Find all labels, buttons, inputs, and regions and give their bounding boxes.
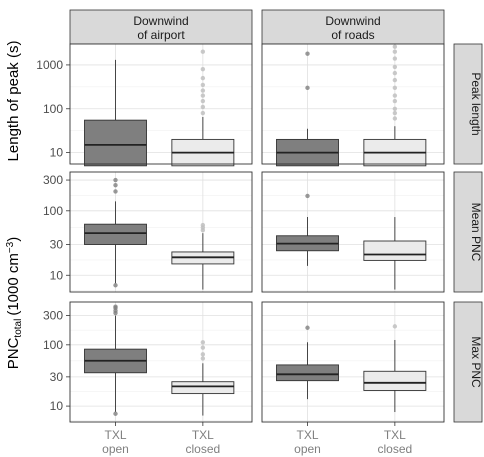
box-2-0-0: [84, 304, 147, 416]
outlier-4: [113, 411, 118, 416]
strip-row-0: [453, 43, 483, 165]
outlier-0: [305, 85, 310, 91]
outlier-3: [200, 93, 206, 98]
ytick-label-2-3: 300: [43, 309, 63, 323]
outlier-3: [113, 283, 118, 288]
xtick-label-1-1: TXL closed: [378, 428, 413, 456]
panel-border-2-1: [261, 301, 445, 423]
outlier-9: [392, 56, 398, 61]
strip-row-2: [453, 301, 483, 423]
outlier-1: [392, 110, 398, 116]
outlier-0: [392, 116, 398, 121]
outlier-3: [200, 340, 206, 345]
outlier-2: [200, 98, 206, 104]
box-0-1-0: [276, 51, 339, 167]
strip-col-1: [261, 9, 445, 45]
outlier-3: [392, 98, 398, 104]
xtick-label-0-1: TXL closed: [186, 428, 221, 456]
box-body: [276, 364, 339, 382]
box-1-0-1: [171, 222, 235, 290]
outlier-1: [113, 182, 118, 188]
ytick-label-2-0: 10: [50, 399, 64, 413]
xtick-label-1-0: TXL open: [294, 428, 321, 456]
ylabel-peak-length: Length of peak (s): [5, 41, 22, 162]
xtick-label-0-0: TXL open: [102, 428, 129, 456]
outlier-8: [200, 49, 206, 54]
box-2-0-1: [171, 340, 235, 416]
outlier-1: [200, 104, 206, 110]
box-0-0-0: [84, 59, 147, 167]
ytick-label-2-1: 30: [50, 370, 64, 384]
outlier-1: [305, 51, 310, 56]
ytick-label-0-1: 100: [43, 102, 63, 116]
strip-row-1: [453, 171, 483, 293]
box-body: [171, 381, 235, 395]
panel-border-2-0: [69, 301, 253, 423]
panel-2-1: [262, 302, 444, 422]
box-2-1-1: [363, 324, 427, 413]
box-1-0-0: [84, 177, 147, 288]
panel-border-1-0: [69, 171, 253, 293]
ytick-label-1-2: 100: [43, 204, 63, 218]
box-1-1-0: [276, 193, 339, 266]
outlier-2: [200, 222, 206, 228]
ytick-label-2-2: 100: [43, 338, 63, 352]
outlier-0: [305, 325, 310, 330]
panel-1-1: [262, 172, 444, 292]
outlier-2: [200, 345, 206, 350]
strip-row-label-0: Peak length: [469, 72, 483, 135]
outlier-6: [200, 75, 206, 81]
outlier-0: [305, 193, 310, 199]
strip-row-label-2: Max PNC: [469, 336, 483, 388]
box-body: [84, 223, 147, 245]
panel-border-0-1: [261, 43, 445, 165]
outlier-6: [392, 77, 398, 83]
outlier-2: [113, 177, 118, 183]
outlier-11: [392, 44, 398, 49]
outlier-0: [200, 110, 206, 116]
strip-col-0: [69, 9, 253, 45]
outlier-7: [200, 66, 206, 72]
panel-border-0-0: [69, 43, 253, 165]
outlier-0: [392, 324, 398, 329]
box-0-1-1: [363, 44, 427, 167]
strip-col-label-0: Downwind of airport: [133, 14, 188, 42]
ylabel-pnc-total: PNCtotal(1000 cm−3): [5, 237, 24, 370]
strip-col-label-1: Downwind of roads: [325, 14, 380, 42]
outlier-5: [392, 85, 398, 91]
box-body: [363, 240, 427, 261]
outlier-7: [392, 70, 398, 76]
outlier-2: [392, 106, 398, 111]
box-0-0-1: [171, 49, 235, 167]
outlier-3: [113, 304, 118, 309]
ytick-label-0-2: 1000: [36, 58, 63, 72]
outlier-8: [392, 64, 398, 70]
outlier-5: [200, 82, 206, 88]
outlier-10: [392, 49, 398, 54]
ytick-label-0-0: 10: [50, 146, 64, 160]
box-body: [363, 370, 427, 391]
box-2-1-0: [276, 325, 339, 400]
outlier-4: [200, 88, 206, 93]
box-1-1-1: [363, 217, 427, 290]
outlier-1: [200, 352, 206, 357]
ytick-label-1-1: 30: [50, 238, 64, 252]
outlier-4: [392, 93, 398, 98]
box-body: [84, 119, 147, 167]
outlier-0: [113, 189, 118, 194]
panel-border-1-1: [261, 171, 445, 293]
outlier-0: [200, 356, 206, 361]
strip-row-label-1: Mean PNC: [469, 203, 483, 262]
ytick-label-1-3: 300: [43, 173, 63, 187]
ytick-label-1-0: 10: [50, 268, 64, 282]
